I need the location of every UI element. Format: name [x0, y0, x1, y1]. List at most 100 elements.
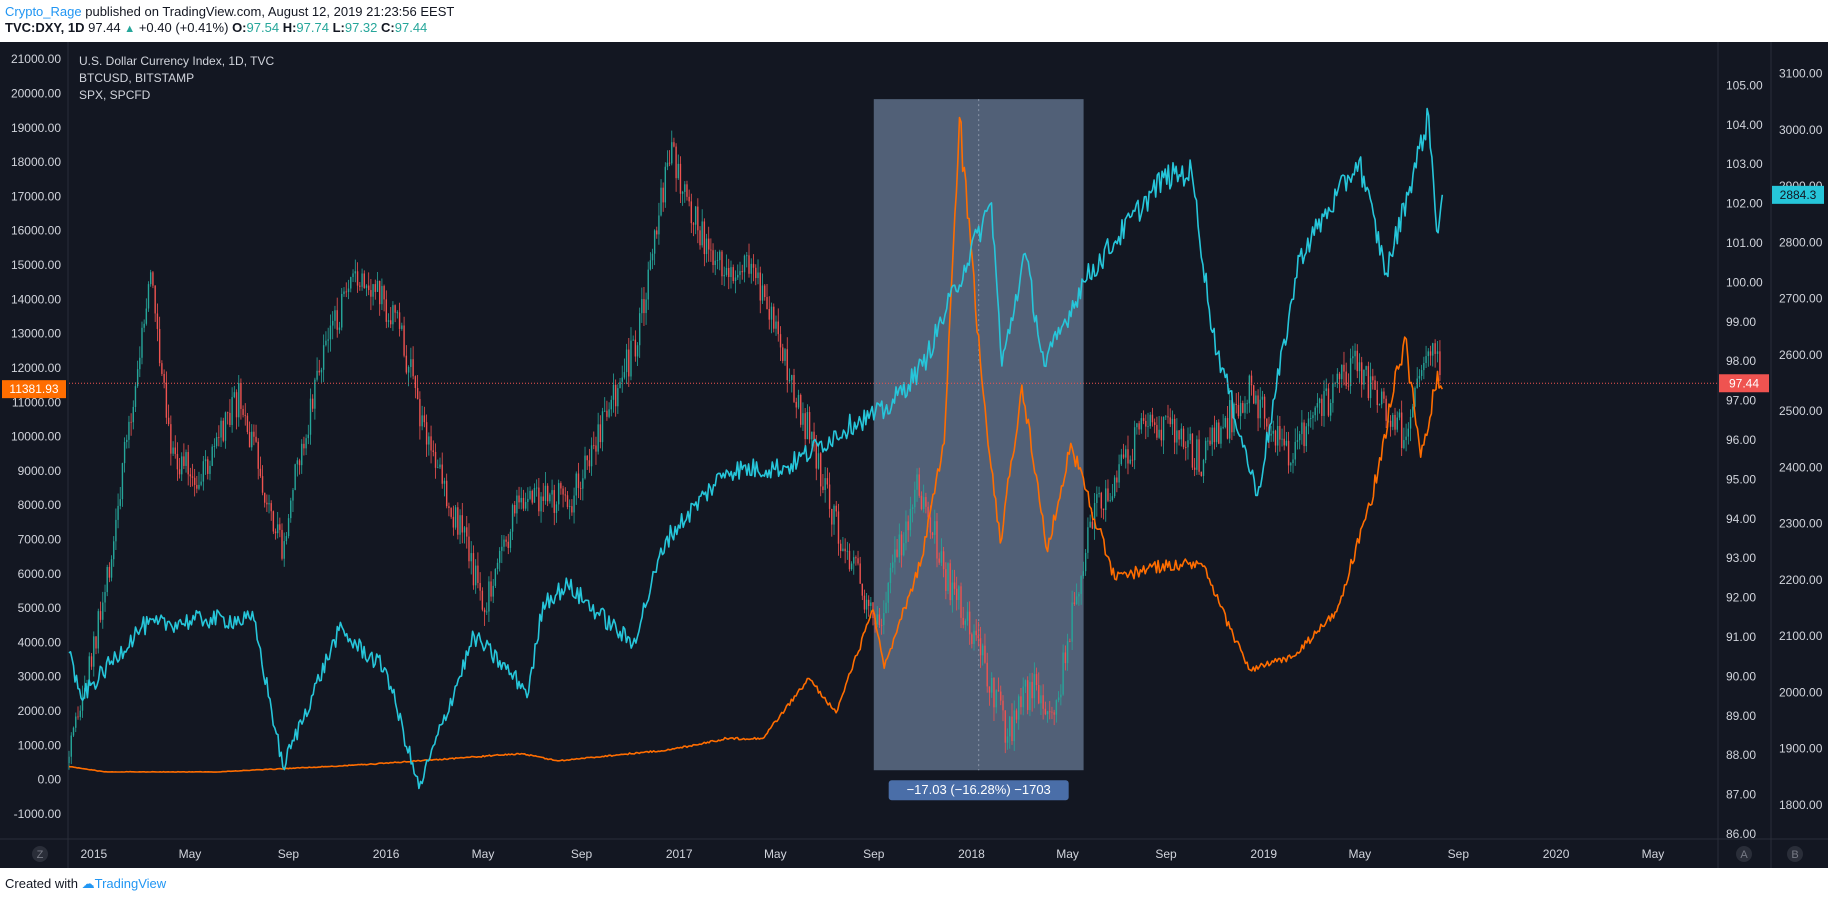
dxy-candle-body — [1211, 427, 1213, 445]
btc-axis-tick: 1000.00 — [18, 738, 62, 752]
dxy-candle — [1378, 403, 1381, 406]
dxy-candle — [320, 367, 323, 383]
dxy-candle — [401, 322, 403, 331]
dxy-candle-body — [546, 485, 549, 502]
dxy-candle-body — [1131, 459, 1134, 461]
dxy-candle — [1180, 423, 1183, 447]
dxy-candle — [235, 389, 238, 430]
dxy-candle-body — [984, 645, 986, 663]
dxy-candle — [1169, 408, 1171, 428]
dxy-candle-body — [331, 320, 334, 326]
dxy-candle-body — [226, 412, 229, 414]
dxy-candle — [1316, 393, 1319, 421]
dxy-candle-body — [1006, 736, 1009, 743]
btc-price-axis[interactable]: 21000.00 20000.00 19000.00 18000.00 17000.00… — [11, 52, 61, 821]
time-axis[interactable]: 2015 May Sep 2016 May Sep 2017 May Sep 2018 May Sep… — [80, 847, 1664, 861]
dxy-candle-body — [848, 550, 851, 570]
dxy-candle-body — [628, 349, 630, 377]
dxy-candle — [1078, 591, 1080, 606]
dxy-candle — [1215, 420, 1218, 448]
dxy-candle — [632, 335, 634, 341]
dxy-candle-body — [149, 272, 152, 285]
dxy-candle — [755, 264, 757, 286]
dxy-candle-body — [97, 611, 99, 649]
dxy-candle-body — [1049, 711, 1051, 713]
dxy-candle-body — [1176, 430, 1178, 443]
dxy-candle-body — [822, 486, 824, 491]
dxy-candle-body — [911, 507, 914, 510]
dxy-candle-body — [1055, 700, 1058, 715]
dxy-candle-body — [1439, 351, 1441, 376]
dxy-candle-body — [721, 251, 723, 277]
dxy-candle-body — [649, 260, 652, 270]
symbol-info-line: TVC:DXY, 1D 97.44 ▲ +0.40 (+0.41%) O:97.… — [5, 20, 428, 35]
dxy-candle-body — [977, 635, 980, 639]
dxy-candle — [121, 462, 124, 507]
dxy-candle-body — [1385, 398, 1387, 421]
dxy-candle-body — [200, 481, 202, 485]
dxy-candle-body — [298, 460, 301, 466]
dxy-candle — [128, 415, 130, 449]
dxy-candle — [1374, 375, 1376, 390]
dxy-candle-body — [246, 415, 249, 432]
dxy-candle — [955, 576, 958, 611]
dxy-candle — [677, 154, 679, 180]
dxy-candle — [123, 437, 126, 473]
dxy-candle — [1356, 344, 1358, 379]
dxy-candle — [826, 467, 829, 489]
dxy-candle-body — [222, 420, 224, 441]
dxy-candle-body — [679, 163, 682, 194]
dxy-candle-body — [1022, 686, 1024, 708]
dxy-candle — [259, 456, 262, 478]
dxy-candle-body — [714, 260, 716, 266]
spx-axis-tick: 1800.00 — [1779, 798, 1823, 812]
plot-area[interactable]: −17.03 (−16.28%) −1703 — [68, 99, 1717, 801]
dxy-candle — [535, 479, 538, 497]
dxy-axis-tick: 88.00 — [1726, 748, 1756, 762]
dxy-candle — [737, 264, 739, 281]
dxy-candle — [1412, 403, 1414, 418]
dxy-candle — [1198, 430, 1200, 475]
tradingview-link[interactable]: TradingView — [94, 876, 167, 891]
dxy-candle — [936, 513, 938, 568]
dxy-candle-body — [1213, 427, 1216, 443]
author-link[interactable]: Crypto_Rage — [5, 4, 82, 19]
dxy-candle-body — [292, 489, 294, 501]
spx-series-line — [68, 107, 1444, 790]
dxy-candle-body — [1338, 373, 1341, 380]
price-badges: 11381.93 97.44 2884.3 — [2, 185, 1824, 399]
dxy-candle-body — [1281, 438, 1283, 440]
dxy-candle-body — [336, 310, 338, 330]
auto-scale-button[interactable] — [1736, 846, 1752, 862]
zoom-button[interactable] — [32, 846, 48, 862]
chart-canvas[interactable]: −17.03 (−16.28%) −1703 21000.00 20000.00 1… — [0, 42, 1828, 868]
dxy-price-axis[interactable]: 105.00 104.00 103.00 102.00 101.00 100.00 99.0… — [1726, 78, 1763, 841]
dxy-candle-body — [802, 413, 804, 425]
dxy-candle — [325, 331, 327, 347]
dxy-candle — [270, 500, 272, 521]
dxy-candle-body — [1109, 500, 1111, 501]
dxy-current-value: 97.44 — [1729, 376, 1759, 390]
dxy-candle-body — [1231, 400, 1233, 433]
dxy-candle — [505, 536, 507, 547]
dxy-candle — [1107, 479, 1109, 503]
dxy-candle — [437, 459, 439, 469]
dxy-candle-body — [645, 299, 647, 314]
dxy-candle-body — [448, 506, 450, 509]
dxy-candle — [281, 523, 283, 561]
dxy-candle — [911, 504, 914, 523]
dxy-candle — [1261, 390, 1264, 408]
dxy-candle-body — [1257, 395, 1259, 419]
dxy-candle — [1196, 435, 1198, 475]
dxy-candle-body — [496, 562, 499, 569]
dxy-axis-tick: 104.00 — [1726, 118, 1763, 132]
dxy-candle-body — [1215, 422, 1218, 443]
dxy-candle — [445, 473, 448, 509]
dxy-candle-body — [359, 285, 361, 287]
scale-b-button[interactable] — [1787, 846, 1803, 862]
dxy-candle — [566, 490, 569, 510]
high-value: 97.74 — [296, 20, 329, 35]
dxy-candle-body — [632, 339, 634, 341]
dxy-candle-body — [808, 412, 811, 440]
dxy-candle — [938, 552, 940, 565]
